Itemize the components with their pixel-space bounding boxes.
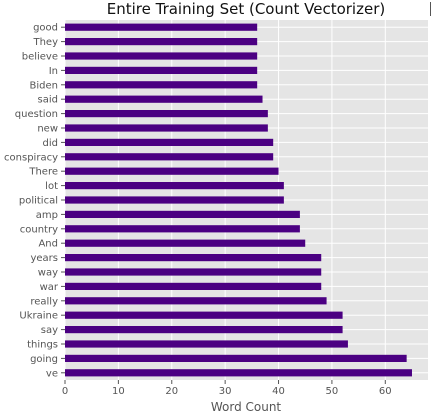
- y-tick-label: really: [30, 296, 58, 307]
- y-tick-label: There: [28, 167, 58, 178]
- bar-believe: [65, 52, 258, 60]
- y-tick-label: said: [38, 95, 58, 106]
- y-tick-label: years: [30, 253, 58, 264]
- bar-In: [65, 66, 258, 74]
- y-tick-label: way: [38, 268, 58, 279]
- bar-Ukraine: [65, 311, 343, 319]
- x-tick-label: 60: [379, 386, 392, 397]
- y-tick-label: Biden: [30, 80, 58, 91]
- bar-conspiracy: [65, 153, 274, 161]
- bar-political: [65, 196, 284, 204]
- x-tick-label: 10: [112, 386, 125, 397]
- bar-years: [65, 254, 322, 262]
- bar-And: [65, 239, 306, 247]
- bar-question: [65, 110, 268, 118]
- y-tick-label: going: [30, 354, 58, 365]
- bars: [65, 23, 412, 377]
- bar-lot: [65, 182, 284, 190]
- y-tick-label: country: [20, 224, 58, 235]
- bar-said: [65, 95, 263, 103]
- x-axis-label: Word Count: [211, 400, 282, 414]
- y-tick-label: war: [40, 282, 59, 293]
- x-tick-label: 40: [272, 386, 285, 397]
- bar-new: [65, 124, 268, 132]
- y-tick-label: lot: [45, 181, 58, 192]
- x-tick-label: 50: [326, 386, 339, 397]
- y-tick-label: things: [27, 340, 58, 351]
- window-edge-marker: [430, 2, 431, 16]
- bar-amp: [65, 210, 300, 218]
- y-tick-label: And: [38, 239, 58, 250]
- y-tick-labels: good They believe In Biden said question new did…: [4, 23, 65, 379]
- y-tick-label: Ukraine: [19, 311, 58, 322]
- x-tick-label: 0: [62, 386, 68, 397]
- y-tick-label: question: [15, 109, 58, 120]
- y-tick-label: In: [49, 66, 58, 77]
- bar-They: [65, 38, 258, 46]
- y-tick-label: political: [19, 196, 58, 207]
- chart-title: Entire Training Set (Count Vectorizer): [107, 0, 385, 18]
- bar-did: [65, 138, 274, 146]
- y-tick-label: say: [41, 325, 58, 336]
- y-tick-label: new: [37, 124, 58, 135]
- bar-good: [65, 23, 258, 31]
- y-tick-label: believe: [22, 52, 58, 63]
- bar-war: [65, 282, 322, 290]
- bar-say: [65, 326, 343, 334]
- bar-going: [65, 354, 407, 362]
- y-tick-label: amp: [36, 210, 58, 221]
- x-tick-label: 30: [219, 386, 232, 397]
- bar-way: [65, 268, 322, 276]
- bar-Biden: [65, 81, 258, 89]
- y-tick-label: ve: [46, 368, 58, 379]
- y-tick-label: They: [32, 37, 58, 48]
- bar-ve: [65, 369, 412, 377]
- x-tick-label: 20: [165, 386, 178, 397]
- bar-things: [65, 340, 348, 348]
- y-tick-label: good: [33, 23, 58, 34]
- y-tick-label: did: [43, 138, 58, 149]
- x-tick-labels: 0 10 20 30 40 50 60: [62, 380, 392, 397]
- bar-country: [65, 225, 300, 233]
- y-tick-label: conspiracy: [4, 152, 58, 163]
- bar-really: [65, 297, 327, 305]
- bar-There: [65, 167, 279, 175]
